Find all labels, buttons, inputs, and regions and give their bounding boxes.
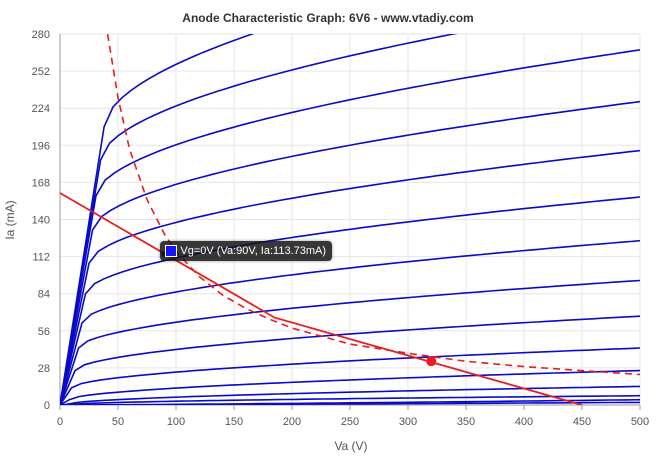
x-tick-label: 0 xyxy=(57,416,63,428)
y-tick-label: 28 xyxy=(38,363,50,375)
anode-curve-3[interactable] xyxy=(60,100,640,405)
anode-curve-10[interactable] xyxy=(60,369,640,405)
y-tick-label: 224 xyxy=(32,103,50,115)
x-tick-label: 400 xyxy=(515,416,533,428)
x-tick-label: 100 xyxy=(167,416,185,428)
y-tick-label: 0 xyxy=(44,400,50,412)
x-axis-title: Va (V) xyxy=(334,439,367,453)
y-tick-label: 140 xyxy=(32,215,50,227)
series-swatch-icon xyxy=(165,245,178,258)
operating-point[interactable] xyxy=(426,356,437,367)
load-line[interactable] xyxy=(60,192,583,405)
x-tick-label: 500 xyxy=(631,416,649,428)
y-tick-label: 280 xyxy=(32,29,50,41)
grid xyxy=(59,33,641,406)
y-tick-label: 84 xyxy=(38,289,50,301)
plot-area xyxy=(60,0,640,406)
max-dissipation-curve[interactable] xyxy=(106,34,640,376)
anode-curve-9[interactable] xyxy=(60,347,640,405)
anode-curve-4[interactable] xyxy=(60,149,640,405)
y-tick-label: 252 xyxy=(32,66,50,78)
anode-curve-11[interactable] xyxy=(60,385,640,405)
x-tick-label: 450 xyxy=(573,416,591,428)
anode-curve-6[interactable] xyxy=(60,239,640,405)
x-tick-label: 50 xyxy=(112,416,124,428)
y-axis-title: Ia (mA) xyxy=(3,200,17,239)
y-tick-label: 56 xyxy=(38,326,50,338)
x-tick-label: 350 xyxy=(457,416,475,428)
anode-curve-8[interactable] xyxy=(60,315,640,405)
tooltip-text: Vg=0V (Va:90V, Ia:113.73mA) xyxy=(180,245,327,258)
x-tick-label: 150 xyxy=(225,416,243,428)
anode-curve-0[interactable] xyxy=(60,0,640,405)
y-tick-label: 168 xyxy=(32,177,50,189)
y-tick-label: 112 xyxy=(32,252,50,264)
anode-curve-12[interactable] xyxy=(60,394,640,405)
anode-curve-14[interactable] xyxy=(60,401,640,405)
x-tick-label: 200 xyxy=(283,416,301,428)
anode-curve-2[interactable] xyxy=(60,49,640,405)
x-tick-label: 250 xyxy=(341,416,359,428)
chart-title: Anode Characteristic Graph: 6V6 - www.vt… xyxy=(182,11,473,25)
data-point-tooltip: Vg=0V (Va:90V, Ia:113.73mA) xyxy=(160,241,333,262)
x-tick-label: 300 xyxy=(399,416,417,428)
y-tick-label: 196 xyxy=(32,140,50,152)
anode-curve-1[interactable] xyxy=(60,1,640,405)
anode-curve-7[interactable] xyxy=(60,279,640,406)
